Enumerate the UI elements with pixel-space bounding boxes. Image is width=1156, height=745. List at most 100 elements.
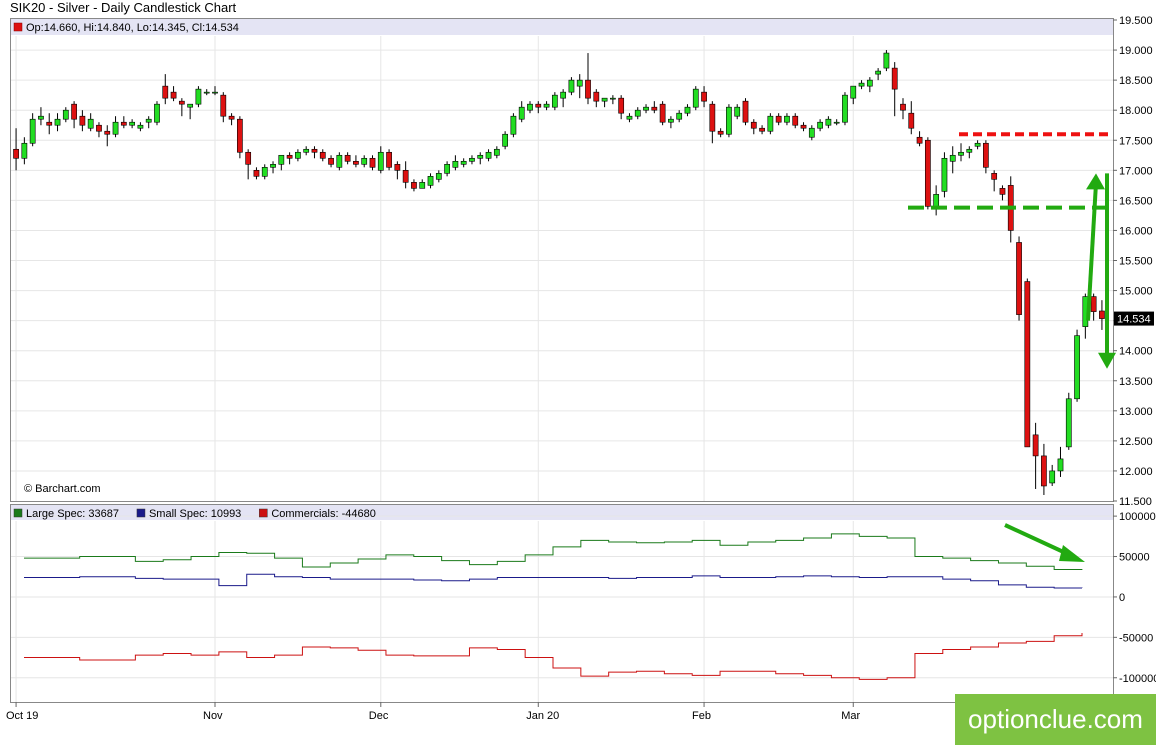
candle	[974, 140, 981, 150]
candle-body-up	[784, 115, 790, 123]
candle-body-up	[427, 176, 434, 186]
candle-body-down	[245, 151, 252, 165]
candle-body-down	[535, 103, 542, 108]
candle-body-up	[469, 157, 475, 162]
candle-body-up	[485, 151, 492, 159]
cot-tick-label: -100000	[1119, 673, 1156, 685]
candle	[535, 101, 542, 114]
cot-arrow-head	[1059, 545, 1085, 562]
candle	[659, 101, 666, 126]
candle-body-up	[419, 182, 426, 189]
candle-body-down	[593, 91, 600, 102]
candle-body-up	[154, 103, 160, 123]
candle	[750, 119, 757, 135]
candle	[336, 152, 343, 171]
candle-body-up	[692, 88, 699, 108]
candle-body-up	[21, 142, 28, 159]
cot-panel	[10, 504, 1114, 703]
candle	[618, 95, 625, 120]
candle-body-down	[162, 85, 169, 99]
candle-body-down	[709, 103, 716, 132]
candle	[759, 125, 765, 135]
candle-body-up	[62, 109, 69, 120]
candle-body-down	[178, 100, 185, 105]
candle-body-up	[966, 148, 973, 153]
x-tick-label: Dec	[369, 710, 389, 722]
candle-body-down	[71, 103, 77, 120]
candle-body-up	[1049, 470, 1056, 484]
candle	[1099, 300, 1105, 330]
candle-body-down	[1032, 434, 1039, 457]
candle	[775, 113, 782, 126]
candle-body-down	[651, 106, 658, 111]
candle	[767, 113, 774, 135]
candle	[435, 170, 442, 183]
x-axis: Oct 19 Nov Dec Jan 20 Feb Mar	[6, 702, 861, 722]
candle-body-up	[361, 157, 368, 165]
price-tick-label: 18.000	[1119, 105, 1153, 117]
candle	[817, 119, 823, 132]
candle-body-up	[825, 118, 832, 126]
candle	[38, 107, 44, 126]
candle	[568, 77, 575, 96]
candle-body-up	[833, 121, 840, 124]
candle-body-down	[1041, 455, 1047, 487]
candle-body-up	[858, 82, 865, 87]
candle	[253, 167, 260, 180]
candle	[858, 80, 865, 90]
candle	[676, 110, 683, 123]
candle	[145, 116, 152, 129]
candle	[203, 89, 210, 96]
candle-body-up	[875, 70, 881, 75]
ohlc-legend-swatch	[13, 22, 23, 32]
candle-body-up	[601, 97, 608, 102]
candle-body-down	[13, 148, 19, 159]
candle	[692, 86, 699, 111]
candle-body-up	[460, 160, 467, 165]
candle	[510, 113, 517, 138]
candle	[1065, 392, 1072, 450]
candle-body-up	[518, 106, 525, 120]
candle	[369, 155, 376, 171]
candle-body-up	[493, 148, 500, 156]
candle-body-up	[610, 97, 616, 100]
candle	[377, 146, 384, 174]
x-tick-label: Mar	[841, 710, 860, 722]
candle	[129, 119, 135, 129]
candle-body-down	[104, 130, 111, 135]
candle-body-up	[1074, 335, 1080, 400]
candle-body-down	[991, 173, 998, 180]
price-gridlines	[11, 36, 1113, 501]
candle-body-down	[983, 142, 989, 168]
legend-entry: Large Spec: 33687	[26, 508, 119, 520]
arrow-up-shaft	[1086, 183, 1098, 321]
candle-body-up	[958, 151, 964, 156]
candle	[709, 101, 716, 144]
candle	[1049, 464, 1056, 486]
candle-body-up	[1057, 458, 1064, 472]
candle	[195, 86, 202, 108]
candle-body-down	[369, 157, 376, 168]
candle	[452, 155, 459, 171]
price-tick-label: 13.500	[1119, 376, 1153, 388]
candle	[460, 158, 467, 168]
price-tick-label: 14.000	[1119, 346, 1153, 358]
candle	[319, 149, 326, 162]
price-tick-label: 15.000	[1119, 286, 1153, 298]
price-tick-label: 13.000	[1119, 406, 1153, 418]
price-y-axis: 19.500 19.000 18.500 18.000 17.500 17.000 16.5…	[1113, 15, 1153, 508]
candlestick-series	[13, 50, 1105, 495]
candle	[237, 116, 243, 159]
candle	[162, 74, 169, 105]
candle	[643, 104, 649, 114]
price-tick-label: 15.500	[1119, 256, 1153, 268]
candle-body-up	[626, 115, 633, 120]
last-price-marker: 14.534	[1114, 311, 1154, 326]
candle	[527, 101, 533, 114]
x-tick-label: Jan 20	[526, 710, 559, 722]
candle-body-down	[96, 124, 102, 132]
candle	[983, 140, 989, 174]
candle	[991, 170, 998, 192]
candle	[96, 122, 102, 138]
price-tick-label: 18.500	[1119, 75, 1153, 87]
